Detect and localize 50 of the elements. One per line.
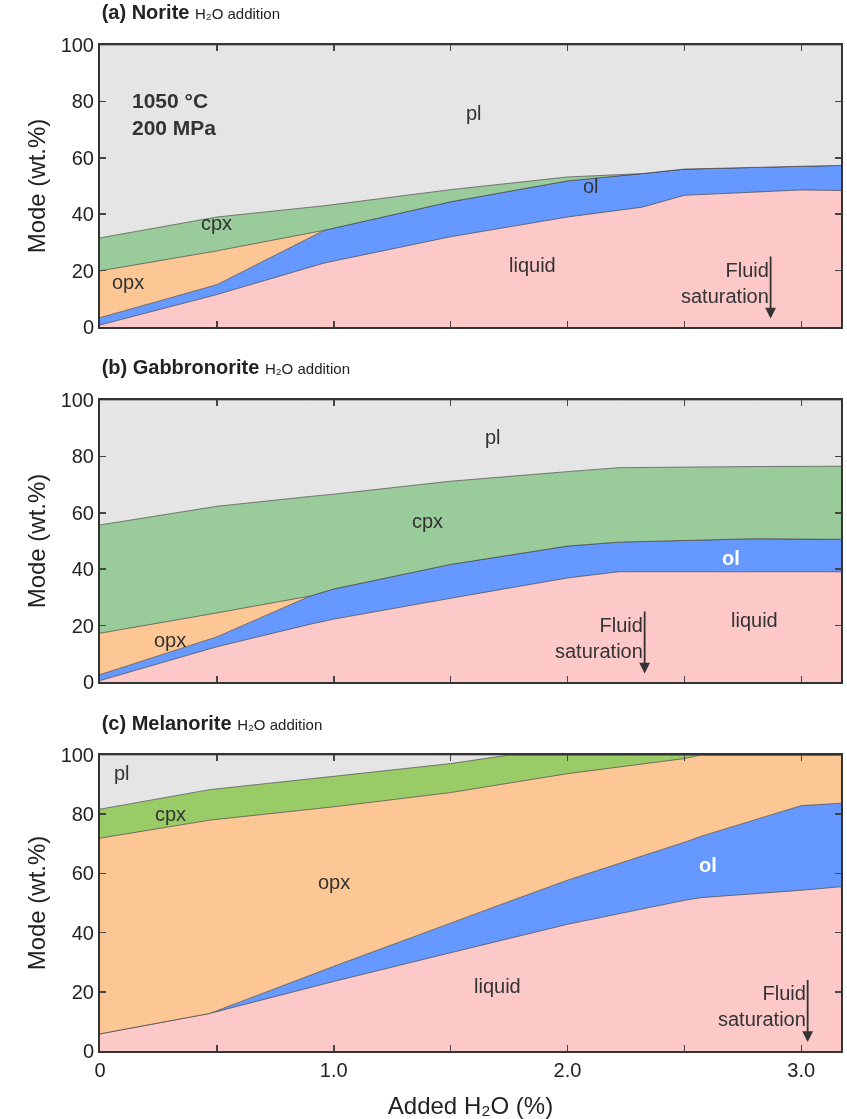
- chart-subtitle: H₂O addition: [264, 360, 351, 378]
- annotation: Fluid saturation: [681, 259, 769, 307]
- chart-title: (b) Gabbronorite: [101, 356, 260, 379]
- series-label: opx: [154, 629, 187, 651]
- chart-title: (a) Norite: [101, 1, 190, 24]
- y-tick-label: 20: [71, 259, 94, 282]
- x-tick-label: 1.0: [319, 1059, 348, 1081]
- y-tick-label: 40: [71, 203, 94, 226]
- chart-subtitle: H₂O addition: [195, 5, 281, 23]
- y-tick-label: 100: [60, 389, 94, 411]
- series-label: ol: [583, 175, 599, 197]
- y-tick-label: 80: [71, 803, 94, 826]
- y-axis-title: Mode (wt.%): [23, 473, 51, 609]
- series-label: ol: [699, 854, 717, 876]
- y-tick-label: 20: [71, 614, 94, 637]
- annotation: 1050 °C 200 MPa: [132, 89, 217, 140]
- y-tick-label: 100: [60, 744, 94, 766]
- y-tick-label: 0: [82, 316, 94, 338]
- y-tick-label: 60: [71, 146, 94, 169]
- annotation: Fluid saturation: [555, 614, 643, 662]
- series-label: opx: [318, 871, 351, 893]
- x-tick-label: 3.0: [787, 1059, 816, 1081]
- y-axis-title: Mode (wt.%): [23, 835, 51, 971]
- annotation: Fluid saturation: [718, 982, 806, 1030]
- series-label: ol: [722, 547, 740, 569]
- y-tick-label: 60: [71, 501, 94, 524]
- series-label: cpx: [412, 510, 444, 532]
- y-axis-title: Mode (wt.%): [23, 118, 51, 254]
- series-label: liquid: [474, 975, 521, 997]
- series-label: liquid: [509, 254, 556, 276]
- x-tick-label: 2.0: [553, 1059, 582, 1081]
- y-tick-label: 100: [60, 34, 94, 56]
- series-label: cpx: [201, 212, 233, 234]
- y-tick-label: 60: [71, 862, 94, 885]
- y-tick-label: 0: [82, 671, 94, 693]
- y-tick-label: 40: [71, 921, 94, 944]
- series-label: cpx: [155, 803, 187, 825]
- series-label: pl: [466, 102, 482, 124]
- series-label: liquid: [731, 609, 778, 631]
- series-label: pl: [485, 426, 501, 448]
- y-tick-label: 80: [71, 90, 94, 113]
- y-tick-label: 80: [71, 445, 94, 468]
- series-label: pl: [114, 762, 130, 784]
- y-tick-label: 40: [71, 558, 94, 581]
- x-axis-title: Added H₂O (%): [387, 1092, 554, 1119]
- y-tick-label: 0: [82, 1040, 94, 1062]
- y-tick-label: 20: [71, 980, 94, 1003]
- series-label: opx: [112, 271, 145, 293]
- chart-title: (c) Melanorite: [101, 712, 232, 735]
- chart-subtitle: H₂O addition: [237, 716, 323, 734]
